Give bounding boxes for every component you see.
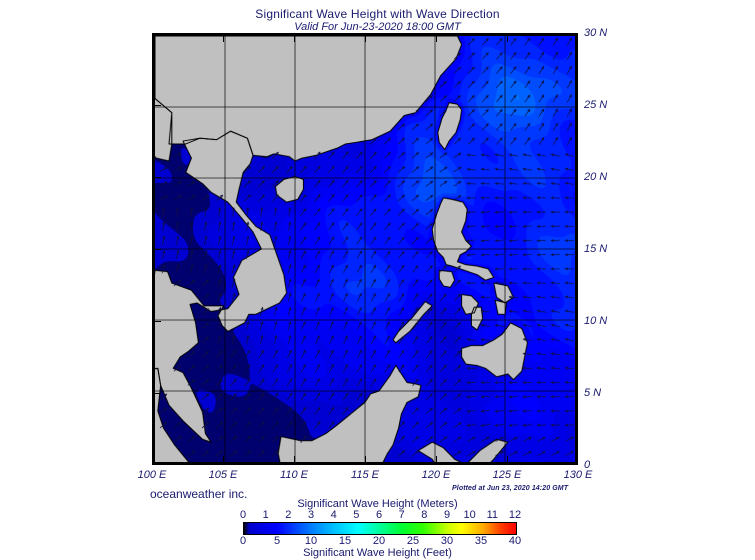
colorbar-ticks-meters: 0 1 2 3 4 5 6 7 8 9 10 11 12 <box>239 509 521 521</box>
colorbar-tick-meters: 10 <box>463 509 476 521</box>
y-axis-label: 10 N <box>584 315 608 327</box>
colorbar-tick-feet: 25 <box>406 535 420 547</box>
y-axis-label: 5 N <box>584 387 602 399</box>
x-axis-tick <box>506 36 508 42</box>
y-axis-label: 15 N <box>584 243 608 255</box>
x-axis-tick <box>506 456 508 462</box>
x-axis-tick <box>435 456 437 462</box>
x-axis-tick <box>222 456 224 462</box>
colorbar-title-feet: Significant Wave Height (Feet) <box>303 547 452 559</box>
wave-height-heatmap <box>155 36 575 462</box>
x-axis-label: 120 E <box>421 469 451 481</box>
colorbar-tick-feet: 10 <box>304 535 318 547</box>
page-subtitle: Valid For Jun-23-2020 18:00 GMT <box>294 21 461 33</box>
colorbar-ticks-feet: 0 5 10 15 20 25 30 35 40 <box>239 535 521 547</box>
colorbar-tick-feet: 35 <box>474 535 488 547</box>
y-axis-tick <box>155 248 161 250</box>
x-axis-label: 125 E <box>492 469 522 481</box>
plot-timestamp: Plotted at Jun 23, 2020 14:20 GMT <box>452 485 569 492</box>
colorbar-gradient <box>243 522 517 535</box>
colorbar-tick-feet: 15 <box>338 535 352 547</box>
colorbar-tick-meters: 12 <box>508 509 522 521</box>
colorbar-tick-feet: 5 <box>273 535 281 547</box>
colorbar-tick-feet: 30 <box>440 535 454 547</box>
x-axis-tick <box>293 36 295 42</box>
map-plot-area[interactable] <box>152 33 578 465</box>
colorbar-tick-meters: 1 <box>262 509 269 521</box>
y-axis-tick <box>155 320 161 322</box>
x-axis-tick <box>435 36 437 42</box>
x-axis-tick <box>364 36 366 42</box>
colorbar-tick-meters: 6 <box>375 509 383 521</box>
y-axis-label: 20 N <box>584 171 608 183</box>
colorbar-tick-meters: 2 <box>285 509 292 521</box>
colorbar-tick-meters: 0 <box>239 509 247 521</box>
colorbar-tick-meters: 4 <box>330 509 337 521</box>
y-axis-label: 30 N <box>584 27 608 39</box>
colorbar-tick-feet: 0 <box>239 535 247 547</box>
x-axis-label: 130 E <box>563 469 593 481</box>
x-axis-label: 105 E <box>208 469 238 481</box>
y-axis-label: 0 <box>584 459 591 471</box>
x-axis-tick <box>222 36 224 42</box>
colorbar-tick-meters: 11 <box>486 509 499 521</box>
colorbar-tick-meters: 8 <box>421 509 428 521</box>
x-axis-tick <box>364 456 366 462</box>
colorbar-tick-feet: 40 <box>508 535 522 547</box>
colorbar-tick-meters: 7 <box>398 509 405 521</box>
provider-credit: oceanweather inc. <box>150 487 248 501</box>
y-axis-label: 25 N <box>584 99 608 111</box>
colorbar-tick-feet: 20 <box>372 535 386 547</box>
colorbar-tick-meters: 5 <box>353 509 360 521</box>
colorbar-tick-meters: 9 <box>443 509 451 521</box>
colorbar-tick-meters: 3 <box>307 509 315 521</box>
x-axis-label: 110 E <box>280 469 308 481</box>
colorbar-title-meters: Significant Wave Height (Meters) <box>297 498 458 510</box>
y-axis-tick <box>155 104 161 106</box>
page-title: Significant Wave Height with Wave Direct… <box>255 7 500 21</box>
x-axis-tick <box>293 456 295 462</box>
y-axis-tick <box>155 176 161 178</box>
x-axis-label: 115 E <box>351 469 379 481</box>
x-axis-label: 100 E <box>137 469 167 481</box>
y-axis-tick <box>155 392 161 394</box>
